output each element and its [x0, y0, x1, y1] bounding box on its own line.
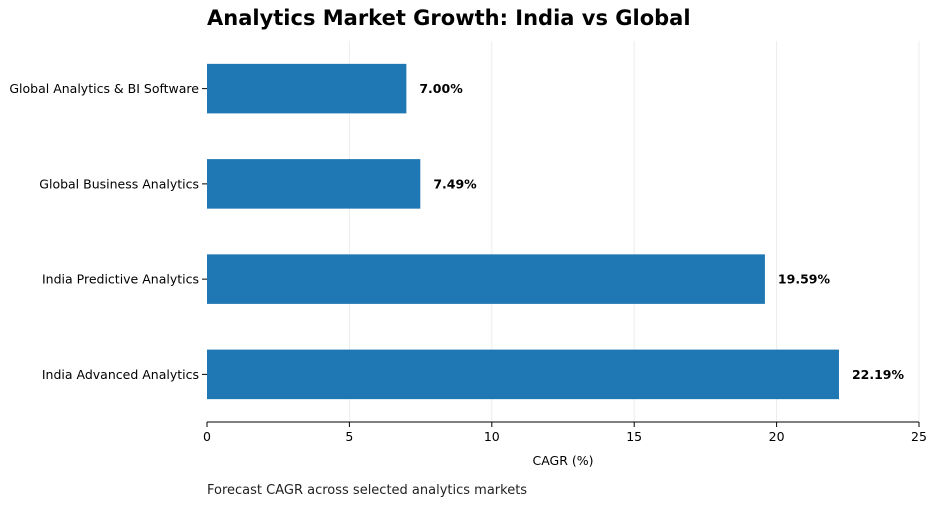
chart-caption: Forecast CAGR across selected analytics … [207, 483, 527, 498]
value-label: 19.59% [778, 272, 831, 287]
x-tick-label: 5 [345, 429, 353, 444]
bar [207, 159, 421, 209]
x-tick-label: 25 [911, 429, 927, 444]
value-label: 7.49% [433, 176, 477, 191]
category-label: Global Business Analytics [39, 176, 199, 191]
category-label: India Predictive Analytics [42, 272, 199, 287]
x-tick-label: 20 [769, 429, 785, 444]
value-label: 7.00% [419, 81, 463, 96]
x-tick-label: 15 [626, 429, 642, 444]
bars-group [207, 63, 839, 400]
category-labels: Global Analytics & BI Software Global Bus… [9, 81, 207, 382]
x-axis-label: CAGR (%) [532, 453, 593, 468]
x-tick-label: 0 [203, 429, 211, 444]
value-label: 22.19% [852, 367, 905, 382]
category-label: Global Analytics & BI Software [9, 81, 199, 96]
x-tick-label: 10 [484, 429, 500, 444]
bar [207, 254, 765, 304]
category-label: India Advanced Analytics [42, 367, 199, 382]
chart-title: Analytics Market Growth: India vs Global [207, 6, 691, 30]
x-axis-ticks: 0 5 10 15 20 25 [203, 422, 927, 444]
bar [207, 349, 839, 400]
bar [207, 63, 407, 114]
value-labels: 7.00% 7.49% 19.59% 22.19% [419, 81, 904, 382]
